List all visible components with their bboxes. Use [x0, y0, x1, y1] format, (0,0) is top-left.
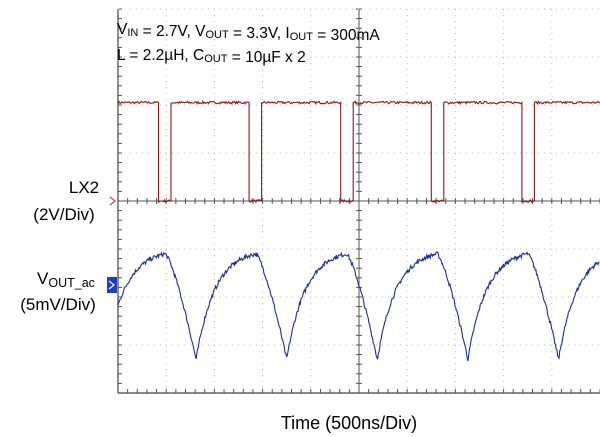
vout-ground-marker	[107, 277, 117, 293]
channel-vout-scale: (5mV/Div)	[20, 295, 96, 314]
scope-grid	[117, 8, 600, 394]
channel-lx2-scale: (2V/Div)	[33, 205, 94, 224]
channel-lx2-name: LX2	[69, 178, 99, 197]
x-axis-label: Time (500ns/Div)	[281, 413, 417, 433]
vout-ground-marker-arrow	[108, 280, 115, 290]
vout-ripple-trace	[117, 251, 600, 362]
channel-markers	[107, 196, 117, 293]
scope-traces	[117, 100, 600, 362]
channel-vout-name: VOUT_ac	[37, 269, 95, 290]
conditions-line-2: L = 2.2µH, COUT = 10µF x 2	[117, 47, 306, 66]
conditions-line-1: VIN = 2.7V, VOUT = 3.3V, IOUT = 300mA	[117, 21, 380, 44]
lx2-ground-marker	[109, 196, 117, 206]
lx2-trace	[117, 100, 600, 204]
